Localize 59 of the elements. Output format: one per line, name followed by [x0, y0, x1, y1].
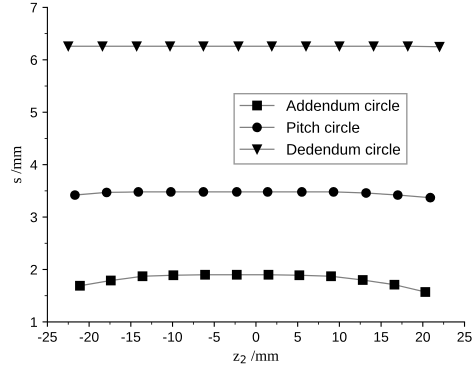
- point: [264, 270, 274, 280]
- point: [368, 41, 378, 52]
- point: [266, 41, 277, 52]
- y-tick-label: 4: [30, 160, 38, 170]
- y-tick-label: 1: [31, 317, 37, 327]
- point: [392, 190, 403, 200]
- point: [425, 192, 436, 203]
- point: [420, 287, 430, 297]
- y-tick-label: 5: [30, 108, 38, 118]
- point: [106, 276, 116, 286]
- point: [434, 42, 444, 52]
- point: [232, 270, 242, 280]
- point: [165, 41, 175, 52]
- x-tick-label: 0: [252, 332, 260, 342]
- point: [133, 187, 144, 197]
- x-tick-label: 15: [374, 332, 388, 342]
- y-tick-label: 2: [30, 264, 37, 275]
- x-tick-label: -10: [163, 332, 182, 342]
- x-tick-label: -25: [38, 332, 57, 342]
- point: [102, 188, 112, 198]
- legend-label: Addendum circle: [286, 100, 400, 111]
- point: [296, 187, 307, 197]
- x-tick-label: 20: [416, 332, 430, 342]
- x-tick-label: -20: [80, 332, 99, 342]
- point: [70, 190, 80, 200]
- point: [301, 41, 311, 52]
- x-tick-label: 10: [332, 332, 347, 342]
- legend-label: Dedendum circle: [287, 144, 400, 155]
- point: [166, 187, 176, 197]
- point: [138, 271, 148, 282]
- y-tick-label: 3: [30, 212, 38, 222]
- point: [328, 187, 338, 197]
- legend-label: Pitch circle: [287, 122, 360, 133]
- x-tick-label: -5: [208, 332, 220, 342]
- point: [390, 280, 400, 290]
- x-axis-title: z$_{2}$ /mm: [233, 350, 279, 364]
- point: [198, 187, 208, 197]
- point: [198, 41, 208, 52]
- point: [98, 41, 108, 52]
- point: [262, 187, 272, 197]
- point: [402, 41, 413, 52]
- point: [361, 188, 371, 198]
- point: [232, 187, 242, 197]
- y-axis-title: s /mm: [11, 146, 22, 183]
- x-tick-label: 5: [294, 332, 301, 342]
- y-tick-label: 7: [30, 2, 37, 12]
- point: [168, 270, 178, 280]
- point: [200, 270, 210, 280]
- x-tick-label: -15: [121, 332, 140, 342]
- point: [234, 41, 244, 52]
- point: [326, 271, 336, 282]
- point: [132, 41, 142, 52]
- y-tick-label: 6: [30, 55, 38, 65]
- point: [334, 41, 344, 52]
- point: [75, 280, 85, 291]
- point: [358, 275, 368, 285]
- point: [294, 270, 304, 280]
- x-tick-label: 25: [457, 332, 472, 342]
- point: [63, 41, 74, 52]
